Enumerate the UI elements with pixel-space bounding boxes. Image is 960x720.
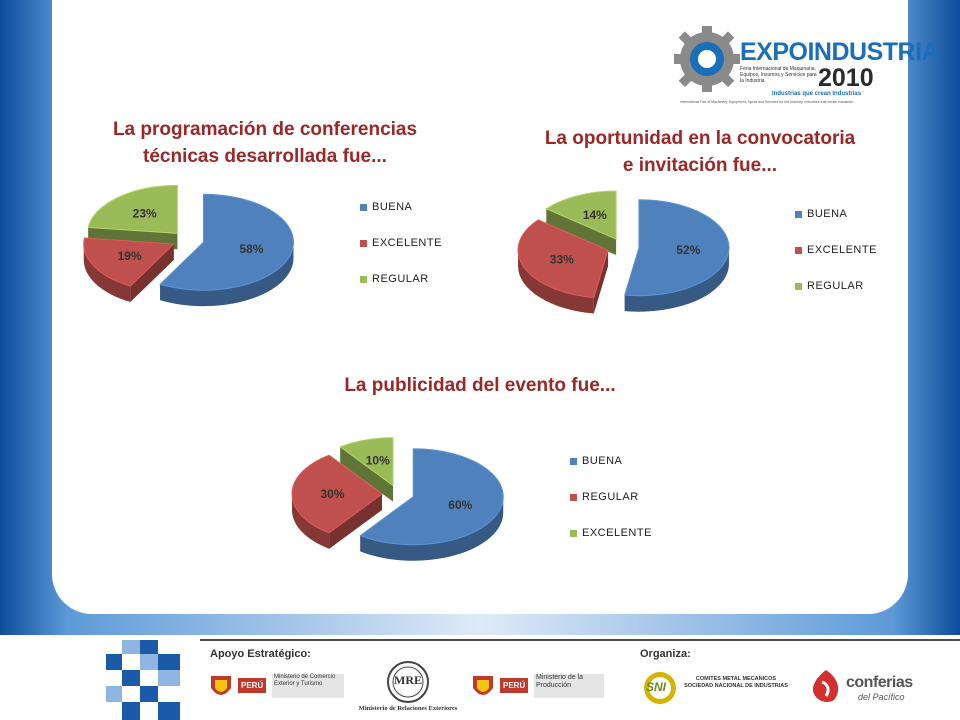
legend-swatch [360, 203, 367, 211]
chart-3-legend: BUENA REGULAR EXCELENTE [570, 455, 690, 555]
legend-label: REGULAR [582, 491, 639, 504]
chart-1-title-line-2: técnicas desarrollada fue... [143, 146, 387, 167]
legend-item-regular: REGULAR [360, 273, 429, 285]
legend-label: EXCELENTE [372, 237, 442, 250]
sni-gear-icon [644, 672, 676, 704]
pie-slice-excelente [83, 237, 175, 303]
organiza-label: Organiza: [640, 648, 691, 660]
logo-word: EXPOINDUSTRIA [740, 38, 940, 66]
pie-data-label: 14% [583, 208, 607, 222]
pie-data-label: 10% [366, 454, 390, 468]
legend-label: BUENA [372, 201, 413, 214]
expoindustria-logo: EXPOINDUSTRIA Feria Internacional de Maq… [672, 18, 940, 108]
pie-data-label: 30% [320, 487, 344, 501]
chart-2-pie: 52% 33% 14% [517, 190, 730, 314]
pie-data-label: 33% [550, 253, 574, 267]
mosaic-decoration [106, 640, 180, 720]
pie-slice-regular [291, 454, 383, 549]
legend-item-excelente: EXCELENTE [795, 244, 877, 256]
legend-item-excelente: EXCELENTE [570, 527, 652, 539]
legend-label: REGULAR [807, 280, 864, 293]
pie-slice-buena [159, 193, 294, 307]
chart-2-title-line-2: e invitación fue... [622, 155, 778, 176]
peru-shield-icon [211, 676, 231, 695]
mincetur-name: Ministerio de Comercio Exterior y Turism… [272, 674, 344, 698]
legend-label: BUENA [807, 208, 848, 221]
legend-label: REGULAR [372, 273, 429, 286]
peru-tag: PERÚ [238, 678, 267, 693]
mre-mark: MRE [394, 673, 422, 687]
apoyo-label: Apoyo Estratégico: [210, 648, 311, 660]
logo-tagline-english: International Fair of Machinery, Equipme… [680, 100, 854, 104]
legend-swatch [570, 457, 577, 465]
peru-tag: PERÚ [500, 678, 529, 693]
logo-tagline: Industrias que crean Industrias [772, 91, 862, 97]
sni-mark: SNI [646, 680, 667, 694]
chart-1-legend: BUENA EXCELENTE REGULAR [360, 201, 480, 301]
legend-item-buena: BUENA [360, 201, 412, 213]
conferias-sub: del Pacífico [858, 692, 905, 702]
pie-data-label: 60% [448, 498, 472, 512]
mre-name: Ministerio de Relaciones Exteriores [358, 705, 458, 712]
legend-swatch [360, 275, 367, 283]
legend-label: EXCELENTE [582, 527, 652, 540]
conferias-flame-icon [812, 670, 839, 702]
chart-1-pie: 58% 19% 23% [83, 184, 294, 307]
sni-name: COMITES METAL MECANICOS SOCIEDAD NACIONA… [684, 676, 788, 689]
pie-data-label: 19% [118, 249, 142, 263]
legend-label: BUENA [582, 455, 623, 468]
chart-3-title-line-1: La publicidad del evento fue... [344, 375, 616, 396]
gear-logo-icon [674, 26, 740, 92]
legend-item-excelente: EXCELENTE [360, 237, 442, 249]
sni-logo: SNI COMITES METAL MECANICOS SOCIEDAD NAC… [640, 668, 790, 708]
chart-2-title-line-1: La oportunidad en la convocatoria [544, 128, 856, 149]
mincetur-logo: PERÚ Ministerio de Comercio Exterior y T… [208, 672, 344, 702]
legend-swatch [570, 493, 577, 501]
logo-year: 2010 [818, 64, 874, 92]
chart-3-pie: 60% 30% 10% [291, 437, 504, 561]
legend-item-regular: REGULAR [570, 491, 639, 503]
pie-slice-excelente [517, 219, 609, 314]
legend-swatch [360, 239, 367, 247]
pie-data-label: 23% [133, 207, 157, 221]
pie-slice-buena [359, 448, 504, 561]
pie-slice-excelente [339, 437, 394, 502]
legend-swatch [570, 529, 577, 537]
produce-name: Ministerio de la Producción [534, 674, 604, 698]
conferias-logo: conferias del Pacífico [808, 662, 913, 710]
chart-1-title: La programación de conferencias técnicas… [95, 116, 435, 170]
legend-item-regular: REGULAR [795, 280, 864, 292]
legend-label: EXCELENTE [807, 244, 877, 257]
legend-item-buena: BUENA [795, 208, 847, 220]
chart-2-title: La oportunidad en la convocatoria e invi… [530, 125, 870, 179]
chart-1-title-line-1: La programación de conferencias [112, 119, 418, 140]
produce-logo: PERÚ Ministerio de la Producción [470, 672, 605, 702]
legend-item-buena: BUENA [570, 455, 622, 467]
chart-3-title: La publicidad del evento fue... [300, 372, 660, 399]
pie-slice-buena [624, 199, 730, 312]
pie-data-label: 52% [676, 243, 700, 257]
logo-subtitle: Feria Internacional de Maquinaria, Equip… [740, 66, 817, 84]
chart-2-legend: BUENA EXCELENTE REGULAR [795, 208, 915, 308]
legend-swatch [795, 282, 802, 290]
mre-logo: MRE Ministerio de Relaciones Exteriores [358, 660, 458, 716]
conferias-word: conferias [846, 674, 913, 691]
legend-swatch [795, 246, 802, 254]
peru-shield-icon [473, 676, 493, 695]
pie-data-label: 58% [239, 242, 263, 256]
pie-slice-regular [545, 190, 617, 256]
mre-seal-icon [387, 661, 429, 703]
legend-swatch [795, 210, 802, 218]
